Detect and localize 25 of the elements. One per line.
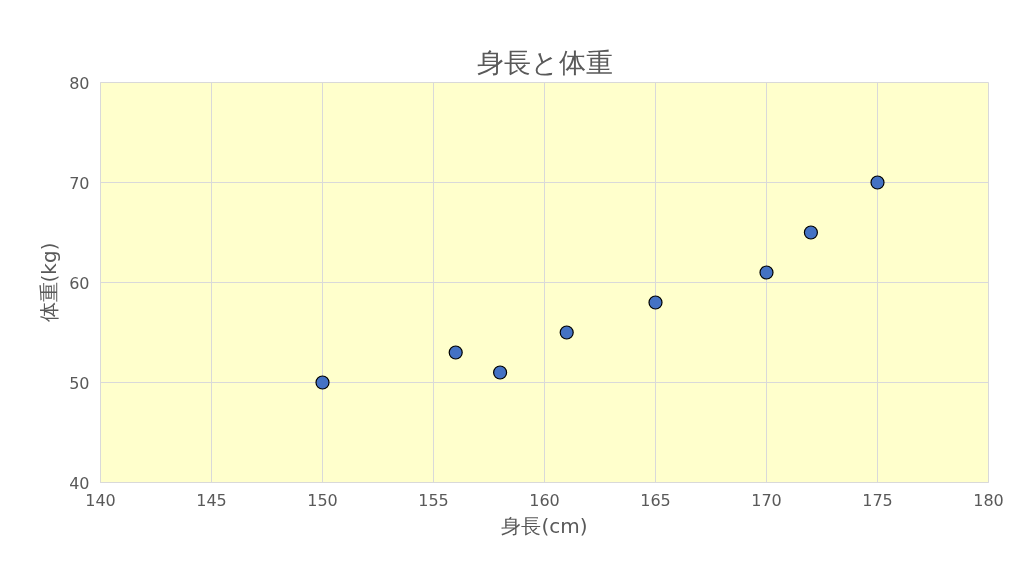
point (493, 365, 508, 380)
y-tick-label: 80 (69, 73, 90, 93)
x-tick-label: 140 (85, 490, 116, 510)
point (559, 325, 574, 340)
y-tick-label: 50 (69, 373, 90, 393)
x-tick-label: 170 (751, 490, 782, 510)
x-axis-title: 身長(cm) (501, 513, 588, 538)
y-tick-label: 70 (69, 173, 90, 193)
point (448, 345, 463, 360)
x-tick-label: 160 (529, 490, 560, 510)
point (870, 175, 885, 190)
point (759, 265, 774, 280)
point (648, 295, 663, 310)
x-tick-label: 150 (307, 490, 338, 510)
y-tick-label: 40 (69, 473, 90, 493)
x-tick-label: 165 (640, 490, 671, 510)
x-tick-label: 155 (418, 490, 449, 510)
point (803, 225, 818, 240)
y-axis-title: 体重(kg) (37, 242, 62, 323)
x-tick-label: 180 (973, 490, 1004, 510)
x-tick-label: 145 (196, 490, 227, 510)
point (315, 375, 330, 390)
chart-title: 身長と体重 (476, 46, 613, 78)
y-tick-label: 60 (69, 273, 90, 293)
x-tick-label: 175 (862, 490, 893, 510)
